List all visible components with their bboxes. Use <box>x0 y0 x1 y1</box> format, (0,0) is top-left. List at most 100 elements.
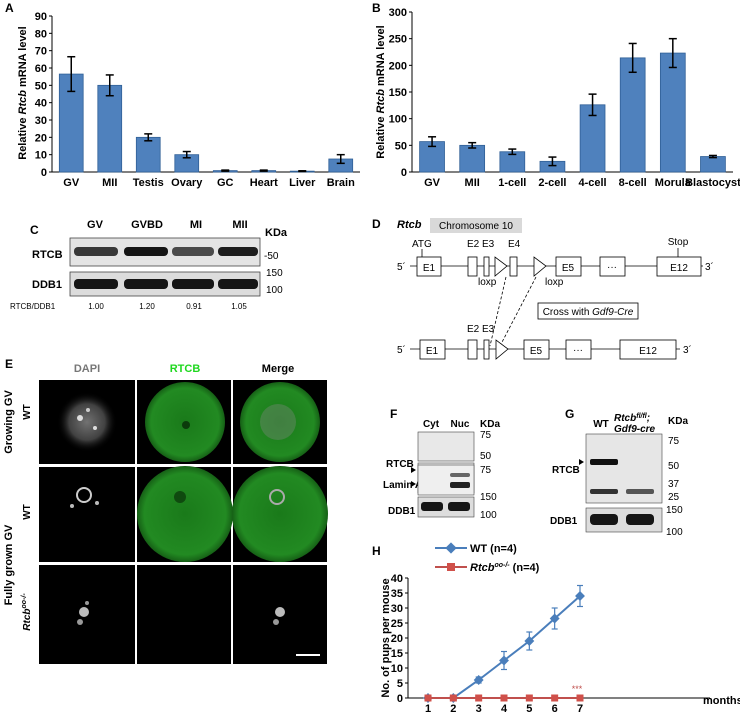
lane-nuc: Nuc <box>451 419 470 430</box>
panel-f-western: Cyt Nuc KDa RTCB Lamin A/C DDB1 75 50 75… <box>383 419 500 521</box>
exon-e1-bottom: E1 <box>426 346 439 357</box>
legend-ko-label: Rtcboo-/- (n=4) <box>470 562 540 574</box>
chartA-ytick-label: 60 <box>35 63 47 75</box>
chartB-ytick-label: 150 <box>389 87 407 99</box>
chartA-category-label: Liver <box>289 177 316 189</box>
chartA-category-label: Ovary <box>171 177 203 189</box>
row-ddb1: DDB1 <box>32 279 62 291</box>
chartA-ytick-label: 90 <box>35 11 47 23</box>
marker-f-100: 100 <box>480 510 497 521</box>
exon-e5-top: E5 <box>562 263 575 274</box>
marker-g-100: 100 <box>666 527 683 538</box>
chartB-bar <box>619 57 646 173</box>
chart-b: Relative Rtcb mRNA level 0 50 100 150 200 250… <box>375 7 740 189</box>
chart-h-ytick-label: 5 <box>397 678 403 690</box>
exon-e3-label-bottom: E3 <box>482 324 495 335</box>
chartA-category-label: MII <box>102 177 117 189</box>
chart-h-ytick-label: 35 <box>391 588 403 600</box>
chart-h-ytick-label: 40 <box>391 573 403 585</box>
dots-top: ··· <box>607 262 617 273</box>
chartA-category-label: GV <box>63 177 80 189</box>
series-wt-point <box>524 636 535 646</box>
chart-h-ytick-label: 0 <box>397 693 403 705</box>
chartB-category-label: 4-cell <box>578 177 606 189</box>
row-rtcb-f: RTCB <box>386 459 414 470</box>
chart-h-ytick-label: 25 <box>391 618 403 630</box>
chartB-category-label: GV <box>424 177 441 189</box>
atg-label: ATG <box>412 239 432 250</box>
chart-h-ylabel: No. of pups per mouse <box>380 578 392 697</box>
legend-wt-marker <box>445 542 457 554</box>
lane-ko-g-line1: Rtcbfl/fl; <box>614 413 650 424</box>
chart-h-ytick-label: 15 <box>391 648 403 660</box>
cross-label: Cross with Gdf9-Cre <box>543 307 634 318</box>
chart-h: No. of pups per mouse months WT (n=4) Rt… <box>380 542 740 715</box>
row-rtcb-g: RTCB <box>552 465 580 476</box>
panel-letter-h: H <box>372 544 381 558</box>
row-wt-2: WT <box>22 504 33 520</box>
legend-ko-marker <box>447 563 455 571</box>
exon-e2-label-bottom: E2 <box>467 324 480 335</box>
rtcb-band <box>74 247 118 256</box>
series-ko-point <box>475 694 483 702</box>
chartA-category-label: Brain <box>327 177 355 189</box>
exon-e4-label-top: E4 <box>508 239 521 250</box>
ratio-mi: 0.91 <box>186 302 202 311</box>
series-wt-point <box>549 613 560 624</box>
marker-50: -50 <box>264 251 279 262</box>
chart-h-xtick-label: 7 <box>577 703 583 715</box>
chart-h-xlabel: months <box>703 695 740 707</box>
chart-h-xtick-label: 2 <box>450 703 456 715</box>
ratio-label: RTCB/DDB1 <box>10 302 56 311</box>
kda-label: KDa <box>265 227 288 239</box>
chartA-bar <box>97 84 123 173</box>
chartA-ytick-label: 40 <box>35 98 47 110</box>
col-dapi: DAPI <box>74 363 100 375</box>
chartA-ytick-label: 70 <box>35 46 47 58</box>
exon-e2-label-top: E2 <box>467 239 480 250</box>
chart-h-xtick-label: 5 <box>526 703 532 715</box>
chartB-bar <box>459 144 486 173</box>
chart-h-ytick-label: 20 <box>391 633 403 645</box>
chart-h-xtick-label: 3 <box>476 703 482 715</box>
chart-a-ylabel: Relative Rtcb mRNA level <box>17 26 29 160</box>
lane-mi: MI <box>190 219 202 231</box>
series-wt-point <box>473 675 484 685</box>
chartA-category-label: GC <box>217 177 234 189</box>
marker-g-37: 37 <box>668 479 680 490</box>
rtcb-band <box>124 247 168 256</box>
stop-label: Stop <box>668 237 689 248</box>
group-growing-gv: Growing GV <box>3 390 15 454</box>
marker-g-50: 50 <box>668 461 680 472</box>
marker-f-75a: 75 <box>480 430 492 441</box>
lane-cyt: Cyt <box>423 419 440 430</box>
five-prime-top: 5´ <box>397 261 406 273</box>
three-prime-top: 3´ <box>705 261 714 273</box>
row-wt-1: WT <box>22 404 33 420</box>
series-wt-line <box>428 595 581 699</box>
loxp-left: loxp <box>478 277 497 288</box>
chrom-box <box>430 218 522 233</box>
lane-gvbd: GVBD <box>131 219 163 231</box>
series-ko-point <box>500 694 508 702</box>
chrom-label: Chromosome 10 <box>439 221 513 232</box>
series-wt-point <box>575 591 585 601</box>
col-merge: Merge <box>262 363 294 375</box>
marker-150: 150 <box>266 268 283 279</box>
legend-wt-label: WT (n=4) <box>470 543 517 555</box>
chart-h-ytick-label: 30 <box>391 603 403 615</box>
panel-letter-a: A <box>5 1 14 15</box>
ratio-gvbd: 1.20 <box>139 302 155 311</box>
chartB-bar <box>700 156 726 173</box>
chartB-category-label: 1-cell <box>498 177 526 189</box>
series-ko-point <box>525 694 533 702</box>
gene-label: Rtcb <box>397 219 422 231</box>
series-ko-point <box>576 694 584 702</box>
chartB-bar <box>659 52 686 173</box>
dots-bottom: ··· <box>573 345 583 356</box>
series-wt-point <box>499 655 509 666</box>
series-ko-point <box>424 694 432 702</box>
chartB-category-label: 2-cell <box>538 177 566 189</box>
chartA-ytick-label: 30 <box>35 115 47 127</box>
marker-g-150: 150 <box>666 505 683 516</box>
